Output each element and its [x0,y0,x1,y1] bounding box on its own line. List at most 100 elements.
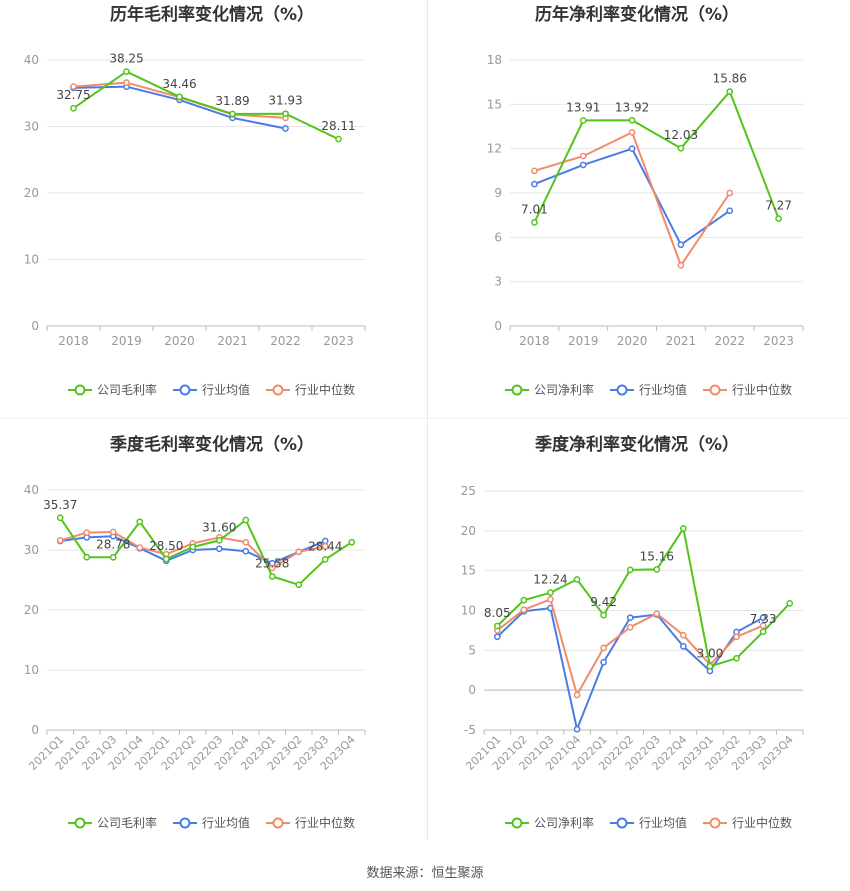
legend-marker [74,817,86,829]
y-tick-label: 10 [24,663,39,677]
data-label: 8.05 [484,606,511,620]
data-point-company [726,88,734,95]
legend-label: 行业中位数 [295,382,355,397]
legend-item-avg[interactable]: 行业均值 [173,815,250,830]
series-line-company [496,525,791,668]
data-label: 28.50 [149,539,183,553]
legend-item-company[interactable]: 公司净利率 [505,382,594,397]
legend-label: 行业均值 [639,815,687,830]
data-point-median [547,595,554,603]
data-label: 7.27 [765,199,792,213]
data-point-avg [282,125,289,132]
chart-quarterly-gross-margin: 季度毛利率变化情况（%）0102030402021Q12021Q22021Q32… [24,434,366,830]
data-point-company [348,538,356,546]
data-label: 38.25 [109,52,143,66]
y-tick-label: 18 [487,53,502,67]
data-point-median [70,83,77,90]
legend-item-median[interactable]: 行业中位数 [703,815,792,830]
x-tick-label: 2022 [714,334,745,348]
data-point-company [520,596,528,604]
x-tick-label: 2022 [270,334,301,348]
data-point-company [759,628,767,636]
x-tick-label: 2019 [568,334,599,348]
y-tick-label: 15 [487,97,502,111]
data-point-median [295,548,303,556]
y-tick-label: 0 [31,723,39,737]
data-point-company [706,662,714,670]
data-label: 31.89 [215,94,249,108]
chart-quarterly-net-margin: 季度净利率变化情况（%）-505101520252021Q12021Q22021… [461,434,804,830]
data-label: 28.44 [308,539,342,553]
legend-marker [179,817,191,829]
data-point-median [680,631,687,639]
chart-title: 历年毛利率变化情况（%） [110,4,314,25]
data-point-median [733,633,740,641]
legend-item-avg[interactable]: 行业均值 [610,815,687,830]
series-line-company [72,70,339,141]
legend-label: 公司毛利率 [97,815,157,830]
data-point-avg [242,547,250,555]
y-tick-label: 0 [494,319,502,333]
legend-item-company[interactable]: 公司毛利率 [68,382,157,397]
vertical-divider [427,0,428,840]
data-point-median [268,564,276,572]
legend-item-median[interactable]: 行业中位数 [266,815,355,830]
x-tick-label: 2020 [617,334,648,348]
data-point-company [229,110,236,118]
data-point-median [520,606,528,614]
legend-item-avg[interactable]: 行业均值 [610,382,687,397]
x-tick-label: 2023 [323,334,354,348]
data-point-avg [531,180,538,188]
chart-panel-annual-net-margin: 历年净利率变化情况（%） 0 3 6 9 12 15 18 2018 2019 2020 2021 20… [425,0,850,430]
legend-item-median[interactable]: 行业中位数 [703,382,792,397]
data-point-median [579,152,587,160]
y-tick-label: 20 [24,603,39,617]
data-point-company [547,589,554,597]
y-tick-label: 5 [468,643,476,657]
data-label: 7.33 [750,612,777,626]
data-point-company [579,117,587,124]
data-point-avg [215,545,223,553]
data-point-median [600,644,607,652]
legend-item-company[interactable]: 公司净利率 [505,815,594,830]
data-label: 32.75 [56,88,90,102]
y-tick-label: 20 [461,524,476,538]
data-point-company [162,555,170,563]
data-point-company [215,537,223,544]
x-tick-label: 2021 [666,334,697,348]
y-tick-label: 10 [461,604,476,618]
legend-marker [74,384,86,396]
y-tick-label: 30 [24,543,39,557]
data-label: 15.86 [713,72,747,86]
data-point-company [136,518,144,526]
chart-title: 历年净利率变化情况（%） [535,4,739,25]
chart-panel-annual-gross-margin: 历年毛利率变化情况（%） 0 10 20 30 40 2018 2019 2020 2021 202… [0,0,425,430]
data-point-median [759,622,767,629]
data-point-avg [579,161,587,169]
data-point-median [109,528,117,536]
data-point-company [677,144,685,152]
y-tick-label: 6 [494,230,502,244]
y-tick-label: 9 [494,186,502,200]
data-label: 3.00 [697,646,724,660]
data-point-median [123,79,130,86]
horizontal-divider [0,418,850,419]
data-point-company [321,556,329,563]
y-tick-label: 15 [461,564,476,578]
data-label: 35.37 [43,498,77,512]
chart-panel-quarterly-net-margin: 季度净利率变化情况（%） -5 0 5 10 15 20 25 2021Q1 2021Q2 2021… [425,430,850,860]
y-tick-label: -5 [464,723,476,737]
data-point-company [628,116,636,124]
legend-item-median[interactable]: 行业中位数 [266,382,355,397]
y-tick-label: 12 [487,142,502,156]
data-label: 25.58 [255,557,289,571]
y-tick-label: 10 [24,253,39,267]
legend-item-avg[interactable]: 行业均值 [173,382,250,397]
legend-item-company[interactable]: 公司毛利率 [68,815,157,830]
data-point-median [653,610,661,618]
legend-marker [511,817,523,829]
data-point-avg [759,614,767,622]
data-label: 9.42 [590,595,617,609]
data-label: 28.11 [321,119,355,133]
y-tick-label: 3 [494,275,502,289]
